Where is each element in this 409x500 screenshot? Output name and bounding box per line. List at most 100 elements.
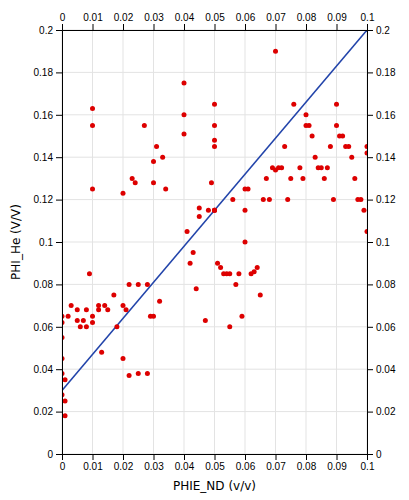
point	[252, 269, 257, 274]
point	[261, 197, 266, 202]
point	[142, 123, 147, 128]
point	[182, 131, 187, 136]
point	[212, 208, 217, 213]
point	[212, 208, 217, 213]
point	[114, 324, 119, 329]
tick-mark	[56, 327, 62, 328]
tick-label: 0.1	[361, 461, 375, 472]
point	[90, 106, 95, 111]
tick-label: 0.16	[376, 110, 396, 121]
point	[75, 307, 80, 312]
tick-mark	[367, 72, 373, 73]
grid-line	[62, 114, 367, 115]
tick: 0.06	[236, 454, 256, 472]
point	[212, 102, 217, 107]
point	[90, 187, 95, 192]
tick-mark	[154, 454, 155, 460]
grid-line	[62, 72, 367, 73]
y-axis: 00.020.040.060.080.10.120.140.160.180.2	[34, 25, 63, 460]
point	[361, 208, 366, 213]
points	[62, 49, 367, 419]
point	[63, 413, 68, 418]
y-axis-right: 00.020.040.060.080.10.120.140.160.180.2	[367, 25, 396, 460]
tick: 0.07	[266, 454, 286, 472]
tick-mark	[56, 454, 62, 455]
point	[358, 197, 363, 202]
tick-label: 0.02	[114, 461, 134, 472]
tick: 0.1	[367, 237, 390, 248]
tick: 0.09	[327, 454, 347, 472]
point	[145, 371, 150, 376]
point	[331, 197, 336, 202]
tick-mark	[56, 115, 62, 116]
point	[218, 265, 223, 270]
point	[75, 318, 80, 323]
point	[151, 314, 156, 319]
tick: 0.06	[34, 322, 62, 333]
point	[90, 320, 95, 325]
point	[130, 176, 135, 181]
tick-mark	[367, 327, 373, 328]
point	[227, 324, 232, 329]
point	[307, 123, 312, 128]
tick: 0.14	[34, 152, 62, 163]
point	[365, 150, 368, 155]
tick: 0.02	[114, 454, 134, 472]
point	[182, 112, 187, 117]
x-axis-top-line	[63, 24, 368, 31]
tick: 0.06	[367, 322, 396, 333]
grid-line	[62, 157, 367, 158]
tick-mark	[56, 157, 62, 158]
point	[87, 271, 92, 276]
point	[127, 373, 132, 378]
point	[136, 282, 141, 287]
tick-label: 0.05	[205, 12, 225, 23]
tick-label: 0.05	[205, 461, 225, 472]
tick: 0.04	[367, 364, 396, 375]
tick-mark	[56, 369, 62, 370]
tick-label: 0.06	[34, 322, 54, 333]
tick-label: 0	[376, 449, 382, 460]
tick-label: 0.12	[34, 194, 54, 205]
tick: 0.04	[34, 364, 62, 375]
point	[273, 49, 278, 54]
tick-mark	[245, 24, 246, 30]
y-axis-line	[56, 31, 63, 455]
tick-mark	[306, 454, 307, 460]
point	[304, 112, 309, 117]
point	[328, 144, 333, 149]
point	[212, 208, 217, 213]
tick-label: 0.07	[266, 12, 286, 23]
point	[282, 144, 287, 149]
point	[197, 214, 202, 219]
tick-mark	[93, 24, 94, 30]
point	[145, 282, 150, 287]
point	[133, 180, 138, 185]
point	[160, 155, 165, 160]
tick-mark	[56, 412, 62, 413]
marks	[62, 30, 367, 418]
point	[121, 356, 126, 361]
tick-label: 0	[60, 12, 66, 23]
tick-mark	[367, 157, 373, 158]
tick-label: 0.08	[297, 461, 317, 472]
point	[203, 318, 208, 323]
point	[136, 371, 141, 376]
tick: 0.12	[34, 194, 62, 205]
point	[90, 314, 95, 319]
point	[300, 176, 305, 181]
tick-label: 0.02	[376, 406, 396, 417]
tick-mark	[215, 24, 216, 30]
point	[191, 250, 196, 255]
tick-mark	[56, 200, 62, 201]
point	[258, 293, 263, 298]
point	[63, 399, 68, 404]
tick: 0.16	[367, 110, 396, 121]
tick: 0.07	[266, 12, 286, 30]
tick-mark	[123, 24, 124, 30]
tick-mark	[184, 454, 185, 460]
tick-label: 0.18	[34, 67, 54, 78]
tick: 0.03	[144, 12, 164, 30]
x-axis-line	[63, 455, 368, 461]
point	[127, 282, 132, 287]
